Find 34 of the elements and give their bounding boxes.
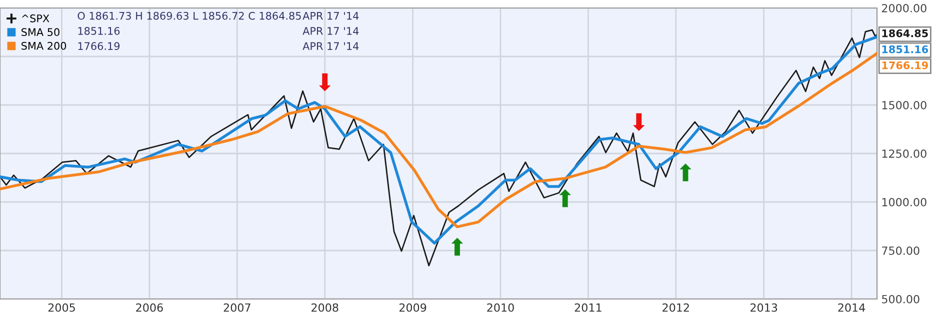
x-tick-label: 2010 bbox=[487, 303, 514, 312]
annotation: 1864.85 bbox=[882, 29, 928, 38]
annotation: 1851.16 bbox=[882, 45, 928, 54]
annotation: ⬆ bbox=[451, 238, 464, 256]
annotation: ⬆ bbox=[680, 163, 692, 182]
annotation: ⬇ bbox=[633, 113, 645, 132]
y-tick-label: 1000.00 bbox=[882, 198, 926, 206]
x-tick-label: 2011 bbox=[574, 303, 602, 312]
annotation: 1766.19 bbox=[78, 42, 120, 50]
x-tick-label: 2009 bbox=[399, 303, 426, 312]
annotation: APR 17 '14 bbox=[302, 27, 359, 35]
annotation: 1851.16 bbox=[78, 27, 120, 35]
x-tick-label: 2013 bbox=[750, 303, 778, 312]
x-tick-label: 2012 bbox=[662, 303, 689, 312]
annotation: APR 17 '14 bbox=[302, 12, 359, 20]
x-tick-label: 2008 bbox=[312, 303, 338, 312]
x-tick-label: 2007 bbox=[224, 303, 250, 312]
annotation: ⬇ bbox=[318, 73, 331, 92]
annotation: ⬆ bbox=[559, 189, 571, 208]
legend-label: SMA 50 bbox=[22, 28, 60, 36]
annotation: 1766.19 bbox=[882, 61, 928, 70]
annotation: O 1861.73 H 1869.63 L 1856.72 C 1864.85 bbox=[78, 12, 301, 20]
legend-label: SMA 200 bbox=[22, 42, 66, 50]
x-tick-label: 2014 bbox=[838, 303, 866, 312]
line-series bbox=[0, 52, 877, 228]
y-tick-label: 750.00 bbox=[882, 246, 920, 255]
y-tick-label: 2000.00 bbox=[882, 4, 926, 12]
y-tick-label: 1250.00 bbox=[882, 149, 926, 158]
legend-label: ^SPX bbox=[22, 14, 50, 22]
y-tick-label: 1500.00 bbox=[882, 100, 926, 110]
x-tick-label: 2006 bbox=[136, 303, 163, 312]
y-tick-label: 500.00 bbox=[882, 294, 920, 304]
x-tick-label: 2005 bbox=[48, 303, 75, 312]
annotation: APR 17 '14 bbox=[302, 42, 359, 50]
